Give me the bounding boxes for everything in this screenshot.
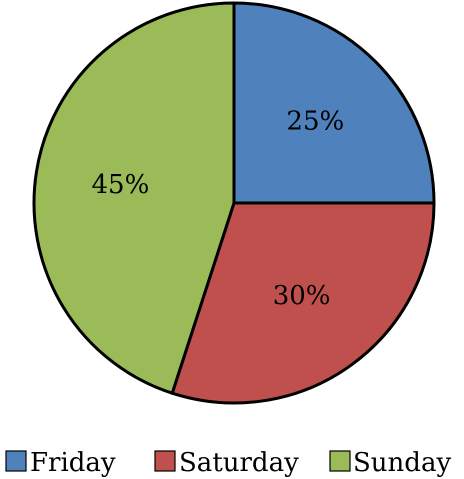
legend-item-saturday: Saturday — [154, 448, 299, 478]
legend: Friday Saturday Sunday — [5, 448, 451, 478]
legend-label-sunday: Sunday — [353, 448, 451, 478]
data-label-sunday: 45% — [92, 170, 150, 200]
legend-item-friday: Friday — [5, 448, 116, 478]
pie-slice-sunday — [32, 1, 236, 396]
data-label-saturday: 30% — [273, 281, 331, 311]
legend-swatch-friday — [5, 450, 27, 472]
pie-data-labels: 25% 30% 45% — [92, 107, 345, 311]
legend-swatch-saturday — [154, 450, 176, 472]
legend-swatch-sunday — [329, 450, 351, 472]
pie-slice-friday — [232, 1, 436, 205]
legend-item-sunday: Sunday — [329, 448, 451, 478]
legend-label-friday: Friday — [30, 448, 116, 478]
pie-slice-saturday — [170, 201, 436, 405]
pie-slices — [32, 1, 436, 405]
data-label-friday: 25% — [286, 107, 344, 137]
legend-label-saturday: Saturday — [179, 448, 299, 478]
